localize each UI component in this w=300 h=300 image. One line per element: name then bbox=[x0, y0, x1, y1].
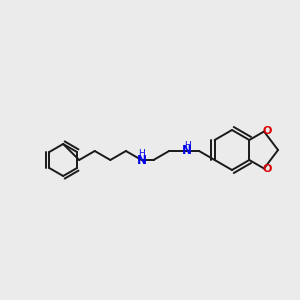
Text: H: H bbox=[138, 148, 145, 158]
Text: H: H bbox=[184, 140, 190, 149]
Text: O: O bbox=[262, 164, 272, 175]
Text: O: O bbox=[262, 125, 272, 136]
Text: N: N bbox=[182, 145, 192, 158]
Text: N: N bbox=[136, 154, 146, 166]
